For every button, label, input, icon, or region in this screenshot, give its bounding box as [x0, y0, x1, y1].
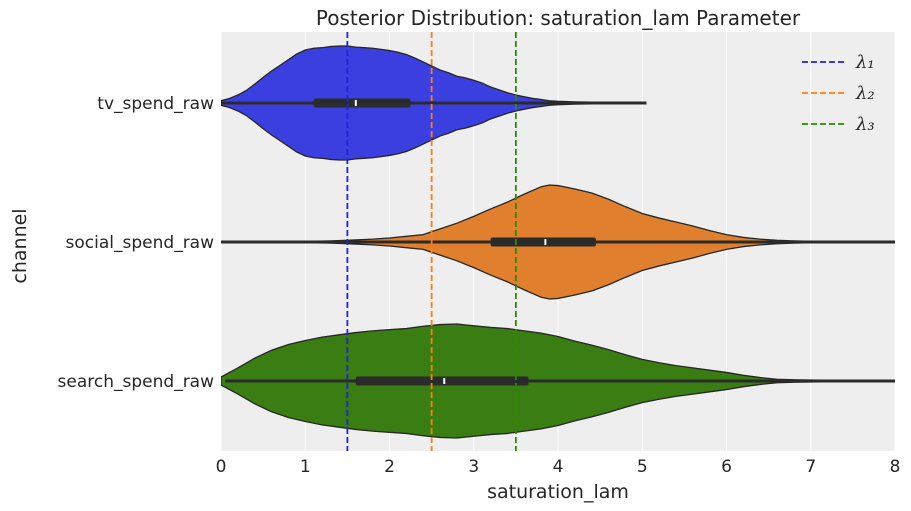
x-tick-label: 6	[721, 457, 732, 477]
y-tick-label: social_spend_raw	[66, 233, 215, 253]
chart-title: Posterior Distribution: saturation_lam P…	[316, 6, 801, 30]
violin-social_spend_raw	[221, 184, 895, 300]
reference-lines	[346, 32, 517, 451]
y-tick-label: tv_spend_raw	[97, 94, 214, 114]
x-tick-label: 7	[805, 457, 816, 477]
violins	[221, 45, 895, 439]
violin-iqr-box	[355, 376, 529, 386]
violin-iqr-box	[313, 98, 411, 108]
legend-label: λ₂	[855, 83, 875, 104]
x-tick-label: 1	[300, 457, 311, 477]
x-tick-label: 3	[468, 457, 479, 477]
x-tick-label: 2	[384, 457, 395, 477]
x-ticks: 0 1 2 3 4 5 6 7 8	[216, 457, 901, 477]
x-tick-label: 4	[553, 457, 564, 477]
legend: λ₁ λ₂ λ₃	[802, 52, 875, 135]
x-tick-label: 8	[890, 457, 901, 477]
x-axis-label: saturation_lam	[487, 481, 629, 503]
x-tick-label: 0	[216, 457, 227, 477]
y-tick-label: search_spend_raw	[58, 372, 215, 392]
violin-search_spend_raw	[221, 323, 895, 439]
violin-iqr-box	[490, 237, 596, 247]
legend-label: λ₃	[855, 114, 875, 135]
x-tick-label: 5	[637, 457, 648, 477]
y-ticks: tv_spend_raw social_spend_raw search_spend…	[58, 94, 215, 392]
legend-label: λ₁	[855, 52, 875, 73]
y-axis-label: channel	[9, 208, 31, 283]
violin-tv_spend_raw	[221, 45, 647, 161]
